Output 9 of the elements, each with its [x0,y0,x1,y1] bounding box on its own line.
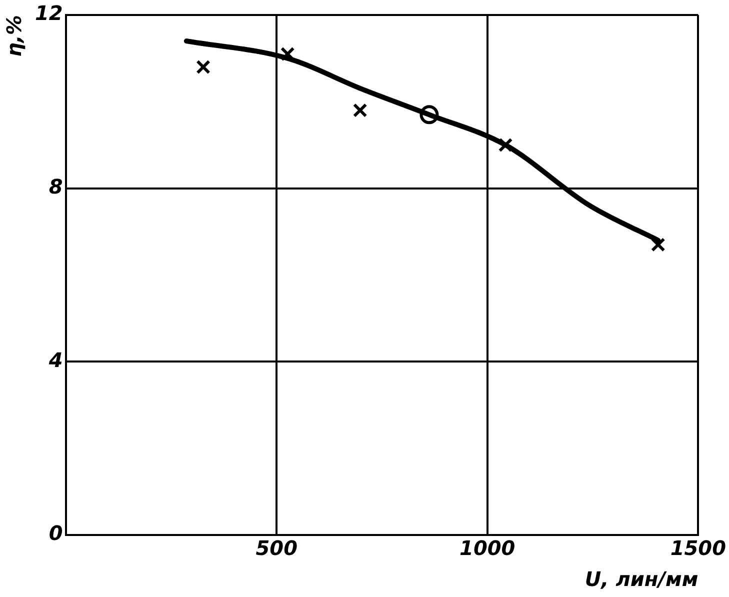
x-tick-label: 1000 [460,536,516,560]
x-tick-label: 1500 [670,536,726,560]
y-tick-label: 12 [34,1,63,26]
y-tick-label: 4 [48,348,63,372]
x-axis-title: U, лин/мм [584,567,698,592]
y-axis-title: η,% [2,15,26,57]
y-tick-label: 0 [48,521,63,546]
y-tick-label: 8 [48,174,63,199]
x-tick-label: 500 [256,536,298,560]
